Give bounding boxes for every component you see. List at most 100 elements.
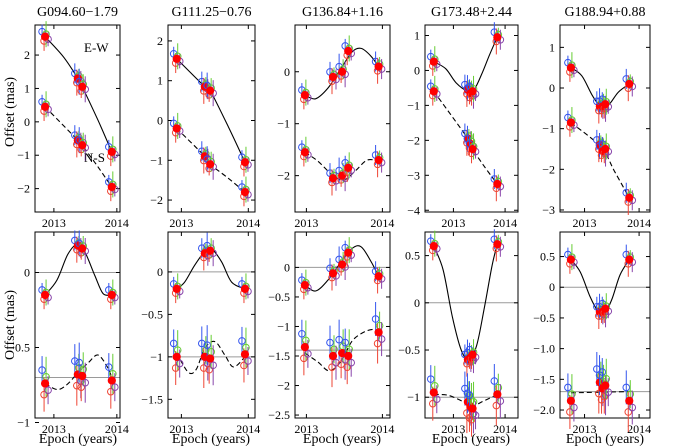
mean-point xyxy=(374,155,383,165)
channel-point xyxy=(71,357,79,365)
plot-frame xyxy=(294,231,391,419)
y-tick-label: 0 xyxy=(157,113,163,127)
mean-point xyxy=(172,352,181,361)
panel-top-4: G173.48+2.44 1 0 −1 −2 −3 −4 2013 2014 xyxy=(407,5,519,230)
channel-point xyxy=(598,368,607,376)
mean-point xyxy=(240,188,250,197)
mean-point xyxy=(493,390,502,399)
mean-point xyxy=(107,290,116,300)
mean-point xyxy=(493,179,502,189)
channel-point xyxy=(75,358,84,367)
x-tick-label: 2013 xyxy=(169,422,193,436)
y-tick-label: −0.5 xyxy=(268,290,290,304)
plot-frame xyxy=(34,24,121,213)
y-tick-label: −2 xyxy=(277,169,290,183)
mean-point xyxy=(625,79,634,89)
mean-point xyxy=(374,62,383,71)
panel-top-3: G136.84+1.16 0 −1 −2 2013 2014 xyxy=(277,5,394,230)
mean-point xyxy=(172,124,181,133)
channel-point xyxy=(492,401,501,410)
mean-point xyxy=(338,67,347,76)
y-tick-label: −1.5 xyxy=(533,372,555,386)
y-tick-label: −2.5 xyxy=(268,408,290,422)
y-tick-label: −1 xyxy=(277,319,290,333)
mean-point xyxy=(78,141,87,150)
mean-point xyxy=(328,351,338,361)
mean-point xyxy=(625,396,634,405)
mean-point xyxy=(300,91,309,100)
channel-point xyxy=(81,378,90,387)
mean-point xyxy=(374,328,383,337)
mean-point xyxy=(344,163,353,172)
channel-point xyxy=(304,350,312,358)
x-tick-label: 2014 xyxy=(105,422,129,436)
x-tick-label: 2013 xyxy=(573,422,597,436)
y-tick-label: −1 xyxy=(407,98,420,112)
y-tick-label: −1 xyxy=(150,153,163,167)
ns-label: N-S xyxy=(84,150,105,165)
x-tick-label: 2013 xyxy=(294,422,318,436)
y-tick-label: −1.5 xyxy=(141,392,163,406)
y-tick-label: −1 xyxy=(150,350,163,364)
y-tick-label: −0.5 xyxy=(141,307,163,321)
mean-point xyxy=(40,290,50,300)
panel-bottom-1: 0 −0.5 −1 2013 2014 xyxy=(8,230,129,436)
mean-point xyxy=(468,87,477,96)
ew-label: E-W xyxy=(84,40,109,55)
y-tick-label: −2 xyxy=(407,133,420,147)
channel-point xyxy=(343,363,352,371)
mean-point xyxy=(78,371,87,381)
plot-frame xyxy=(424,24,519,213)
channel-point xyxy=(337,360,345,369)
y-tick-label: 0 xyxy=(414,296,420,310)
channel-point xyxy=(107,387,115,396)
mean-point xyxy=(344,46,353,56)
channel-point xyxy=(298,329,306,338)
panel-bottom-5: 0.5 0 −0.5 −1.0 −1.5 −2.0 2013 2014 xyxy=(533,231,651,436)
mean-point xyxy=(344,248,353,257)
panel-bottom-4: 0.5 0 −0.5 −1 2013 2014 xyxy=(398,229,519,437)
x-axis-label-5: Epoch (years) xyxy=(566,432,644,447)
mean-point xyxy=(429,242,438,251)
y-tick-label: 0.5 xyxy=(405,249,420,263)
panel-top-2: G111.25−0.76 2 1 0 −1 −2 2013 2014 xyxy=(150,5,260,230)
x-tick-label: 2013 xyxy=(42,422,66,436)
panel-grid: G094.60−1.79 2 1 0 −1 −2 2013 2014 G111.25−0.76 2… xyxy=(8,5,651,437)
ns-fit-curve xyxy=(176,340,246,375)
y-tick-label: 0 xyxy=(549,280,555,294)
mean-point xyxy=(625,255,634,264)
y-tick-label: 0 xyxy=(284,260,290,274)
mean-point xyxy=(40,102,50,111)
y-tick-label: 1 xyxy=(157,74,163,88)
y-tick-label: −2.0 xyxy=(533,403,555,417)
x-tick-label: 2013 xyxy=(294,216,318,230)
mean-point xyxy=(240,158,250,167)
mean-point xyxy=(338,260,347,269)
panel-title: G173.48+2.44 xyxy=(431,5,512,20)
plot-frame xyxy=(559,24,651,213)
channel-point xyxy=(341,338,350,347)
y-tick-label: 1 xyxy=(549,40,555,54)
mean-point xyxy=(172,54,181,63)
mean-point xyxy=(300,148,309,157)
y-tick-label: −1.5 xyxy=(268,349,290,363)
channel-point xyxy=(373,339,382,348)
y-tick-label: −1 xyxy=(277,117,290,131)
channel-point xyxy=(175,359,184,368)
channel-point xyxy=(203,341,211,349)
channel-point xyxy=(564,383,572,392)
y-tick-label: −0.5 xyxy=(533,311,555,325)
mean-point xyxy=(300,343,309,352)
mean-point xyxy=(107,376,116,385)
ew-fit-curve xyxy=(433,244,498,361)
channel-point xyxy=(44,386,52,394)
x-axis-label-4: Epoch (years) xyxy=(432,432,510,447)
mean-point xyxy=(601,100,610,109)
channel-point xyxy=(490,377,499,385)
y-axis-label-bottom: Offset (mas) xyxy=(3,290,18,360)
x-tick-label: 2013 xyxy=(441,216,465,230)
mean-point xyxy=(328,269,338,278)
mean-point xyxy=(107,147,116,156)
mean-point xyxy=(78,82,87,91)
